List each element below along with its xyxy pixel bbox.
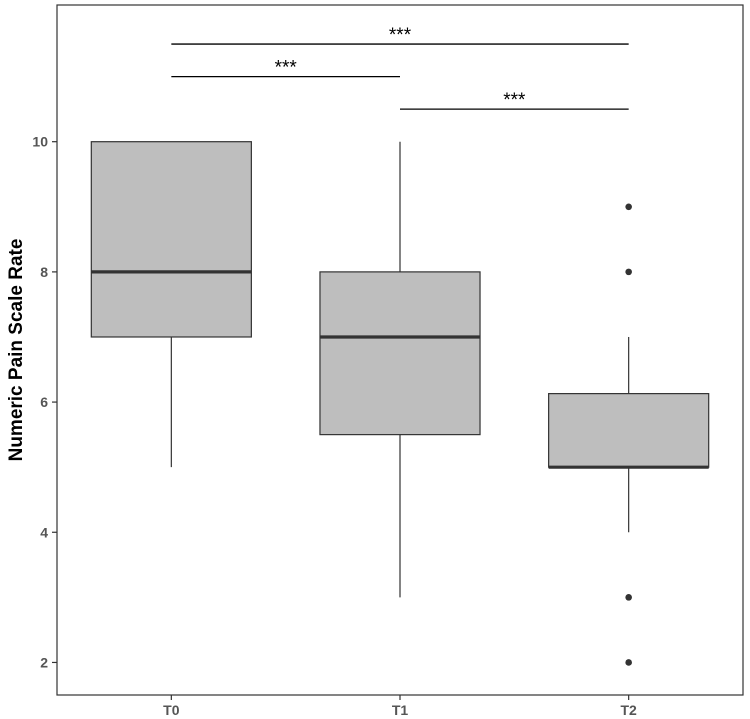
y-tick-label-8: 8 [40,264,48,280]
box-T2 [548,203,710,666]
significance-label-T0-T1: *** [275,58,298,79]
box-T1 [319,141,481,598]
y-tick-label-4: 4 [40,524,48,540]
y-axis: 2 4 6 8 10 [32,134,57,670]
comparison-T1-T2: *** [400,90,629,111]
iqr-box-T0 [90,141,252,338]
iqr-box-T2 [548,393,710,468]
y-tick-label-2: 2 [40,654,48,670]
x-tick-label-T2: T2 [620,702,637,718]
outlier-point-T2-3 [625,594,632,601]
x-tick-label-T1: T1 [392,702,409,718]
significance-brackets: *** *** *** [171,25,629,111]
significance-label-T1-T2: *** [503,90,526,111]
box-T0 [90,141,252,468]
outlier-point-T2-8 [625,268,632,276]
comparison-T0-T2: *** [171,25,629,46]
y-tick-label-10: 10 [32,134,48,150]
significance-label-T0-T2: *** [389,25,412,46]
y-axis-title: Numeric Pain Scale Rate [6,239,27,462]
y-tick-label-6: 6 [40,394,48,410]
outlier-point-T2-9 [625,203,632,211]
iqr-box-T1 [319,271,481,436]
x-axis: T0 T1 T2 [163,695,637,718]
x-tick-label-T0: T0 [163,702,180,718]
boxes [90,141,710,666]
outlier-point-T2-2 [625,659,632,666]
comparison-T0-T1: *** [171,58,400,79]
